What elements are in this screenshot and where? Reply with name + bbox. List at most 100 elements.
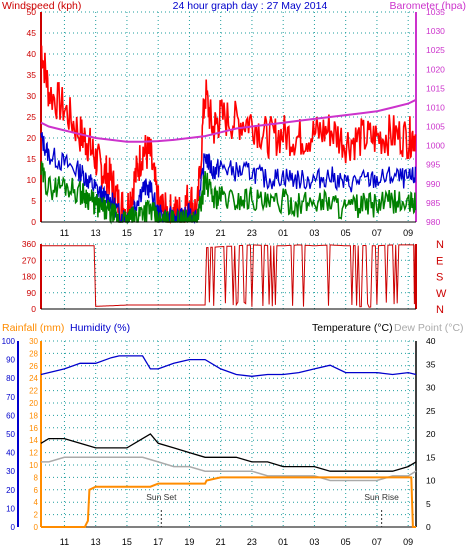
humidity-y-tick-label: 70 xyxy=(6,393,15,402)
rain-y-tick-label: 8 xyxy=(34,473,39,482)
temp-y-tick-label: 5 xyxy=(426,499,431,509)
rainfall-line xyxy=(41,476,416,528)
barometer-y-tick-label: 985 xyxy=(426,198,440,208)
rainfall-axis-title: Rainfall (mm) xyxy=(2,322,64,334)
rain-y-tick-label: 18 xyxy=(29,411,38,420)
wind-x-tick-label: 01 xyxy=(278,228,288,238)
wind-y-tick-label: 30 xyxy=(27,91,37,101)
temp-y-tick-label: 30 xyxy=(426,383,436,393)
rain-y-tick-label: 12 xyxy=(29,449,38,458)
temp-y-tick-label: 25 xyxy=(426,406,436,416)
compass-label: E xyxy=(436,255,443,267)
temperature-axis-title: Temperature (°C) xyxy=(312,322,393,334)
wind-x-tick-label: 15 xyxy=(122,228,132,238)
humidity-y-tick-label: 60 xyxy=(6,411,15,420)
wind-x-tick-label: 05 xyxy=(341,228,351,238)
barometer-axis-title: Barometer (hpa) xyxy=(390,0,466,12)
dir-y-tick-label: 360 xyxy=(22,239,36,249)
temp-y-tick-label: 10 xyxy=(426,476,436,486)
barometer-y-tick-label: 995 xyxy=(426,160,440,170)
chart-title: 24 hour graph day : 27 May 2014 xyxy=(173,0,328,12)
barometer-y-tick-label: 990 xyxy=(426,179,440,189)
temp-y-tick-label: 20 xyxy=(426,429,436,439)
wind-y-tick-label: 15 xyxy=(27,154,37,164)
barometer-y-tick-label: 1030 xyxy=(426,26,445,36)
rain-y-tick-label: 6 xyxy=(34,486,39,495)
humidity-line xyxy=(40,355,417,377)
wind-y-tick-label: 5 xyxy=(31,196,36,206)
rain-y-tick-label: 28 xyxy=(29,349,38,358)
temp-x-tick-label: 17 xyxy=(153,537,163,547)
wind-y-tick-label: 10 xyxy=(27,175,37,185)
barometer-y-tick-label: 1000 xyxy=(426,141,445,151)
temp-x-tick-label: 21 xyxy=(216,537,226,547)
rain-y-tick-label: 30 xyxy=(29,337,38,346)
temp-x-tick-label: 11 xyxy=(60,537,69,547)
humidity-y-tick-label: 20 xyxy=(6,486,15,495)
wind-y-tick-label: 25 xyxy=(27,112,37,122)
rain-y-tick-label: 0 xyxy=(34,523,39,532)
temp-y-tick-label: 0 xyxy=(426,522,431,532)
compass-label: S xyxy=(436,272,443,284)
barometer-y-tick-label: 1015 xyxy=(426,83,445,93)
dir-y-tick-label: 0 xyxy=(31,304,36,314)
humidity-y-tick-label: 10 xyxy=(6,504,15,513)
wind-x-tick-label: 19 xyxy=(184,228,194,238)
humidity-axis-title: Humidity (%) xyxy=(70,322,130,334)
wind-x-tick-label: 17 xyxy=(153,228,163,238)
rain-y-tick-label: 14 xyxy=(29,436,38,445)
wind-x-tick-label: 11 xyxy=(60,228,69,238)
humidity-y-tick-label: 90 xyxy=(6,356,15,365)
temperature-panel: Rainfall (mm) Humidity (%) Temperature (°C… xyxy=(2,322,464,547)
rain-y-tick-label: 26 xyxy=(29,362,38,371)
wind-x-tick-label: 23 xyxy=(247,228,257,238)
humidity-y-tick-label: 0 xyxy=(11,523,16,532)
wind-y-tick-label: 0 xyxy=(31,217,36,227)
temp-x-tick-label: 09 xyxy=(403,537,413,547)
wind-y-tick-label: 40 xyxy=(27,49,37,59)
barometer-y-tick-label: 1010 xyxy=(426,102,445,112)
temp-x-tick-label: 13 xyxy=(91,537,101,547)
humidity-y-tick-label: 50 xyxy=(6,430,15,439)
dir-y-tick-label: 270 xyxy=(22,255,36,265)
rain-y-tick-label: 2 xyxy=(34,511,39,520)
rain-y-tick-label: 22 xyxy=(29,387,38,396)
sun-annotation: Sun Rise xyxy=(364,492,399,502)
temp-x-tick-label: 03 xyxy=(309,537,319,547)
sun-annotation: Sun Set xyxy=(146,492,177,502)
wind-y-tick-label: 20 xyxy=(27,133,37,143)
humidity-y-tick-label: 30 xyxy=(6,467,15,476)
dewpoint-axis-title: Dew Point (°C) xyxy=(394,322,464,334)
rain-y-tick-label: 16 xyxy=(29,424,38,433)
temp-x-tick-label: 07 xyxy=(372,537,382,547)
humidity-y-tick-label: 80 xyxy=(6,374,15,383)
wind-y-tick-label: 35 xyxy=(27,70,37,80)
temp-x-tick-label: 15 xyxy=(122,537,132,547)
wind-x-tick-label: 07 xyxy=(372,228,382,238)
barometer-line xyxy=(40,98,417,143)
temperature-line xyxy=(40,433,417,472)
barometer-y-tick-label: 1025 xyxy=(426,45,445,55)
wind-y-tick-label: 45 xyxy=(27,28,37,38)
barometer-y-tick-label: 1035 xyxy=(426,7,445,17)
temp-x-tick-label: 01 xyxy=(278,537,288,547)
rain-y-tick-label: 20 xyxy=(29,399,38,408)
humidity-y-tick-label: 40 xyxy=(6,449,15,458)
wind-x-tick-label: 21 xyxy=(216,228,226,238)
rain-y-tick-label: 10 xyxy=(29,461,38,470)
wind-y-tick-label: 50 xyxy=(27,7,37,17)
compass-label: W xyxy=(436,288,447,300)
temp-x-tick-label: 05 xyxy=(341,537,351,547)
temp-y-tick-label: 15 xyxy=(426,452,436,462)
wind-min-line xyxy=(40,161,417,225)
temp-x-tick-label: 23 xyxy=(247,537,257,547)
temp-y-tick-label: 35 xyxy=(426,359,436,369)
rain-y-tick-label: 24 xyxy=(29,374,38,383)
temp-y-tick-label: 40 xyxy=(426,336,436,346)
barometer-y-tick-label: 980 xyxy=(426,217,440,227)
dewpoint-line xyxy=(41,456,417,482)
wind-x-tick-label: 09 xyxy=(403,228,413,238)
barometer-y-tick-label: 1020 xyxy=(426,64,445,74)
rain-y-tick-label: 4 xyxy=(34,498,39,507)
